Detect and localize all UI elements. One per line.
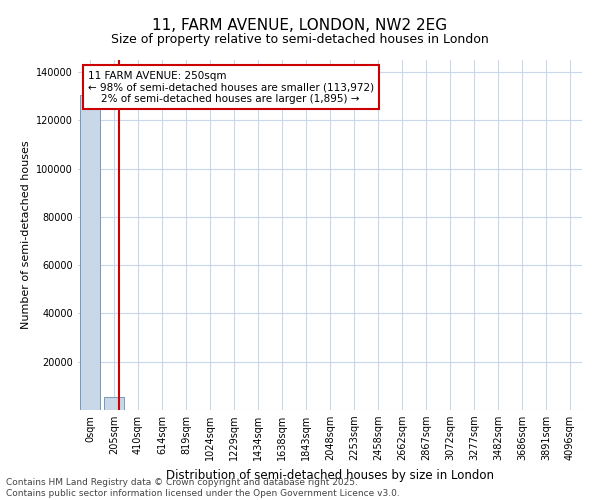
Bar [104,398,124,410]
Text: Contains HM Land Registry data © Crown copyright and database right 2025.
Contai: Contains HM Land Registry data © Crown c… [6,478,400,498]
Text: 11, FARM AVENUE, LONDON, NW2 2EG: 11, FARM AVENUE, LONDON, NW2 2EG [152,18,448,32]
X-axis label: Distribution of semi-detached houses by size in London: Distribution of semi-detached houses by … [166,469,494,482]
Y-axis label: Number of semi-detached houses: Number of semi-detached houses [21,140,31,330]
Bar [80,95,100,410]
Text: 11 FARM AVENUE: 250sqm
← 98% of semi-detached houses are smaller (113,972)
    2: 11 FARM AVENUE: 250sqm ← 98% of semi-det… [88,70,374,104]
Text: Size of property relative to semi-detached houses in London: Size of property relative to semi-detach… [111,32,489,46]
